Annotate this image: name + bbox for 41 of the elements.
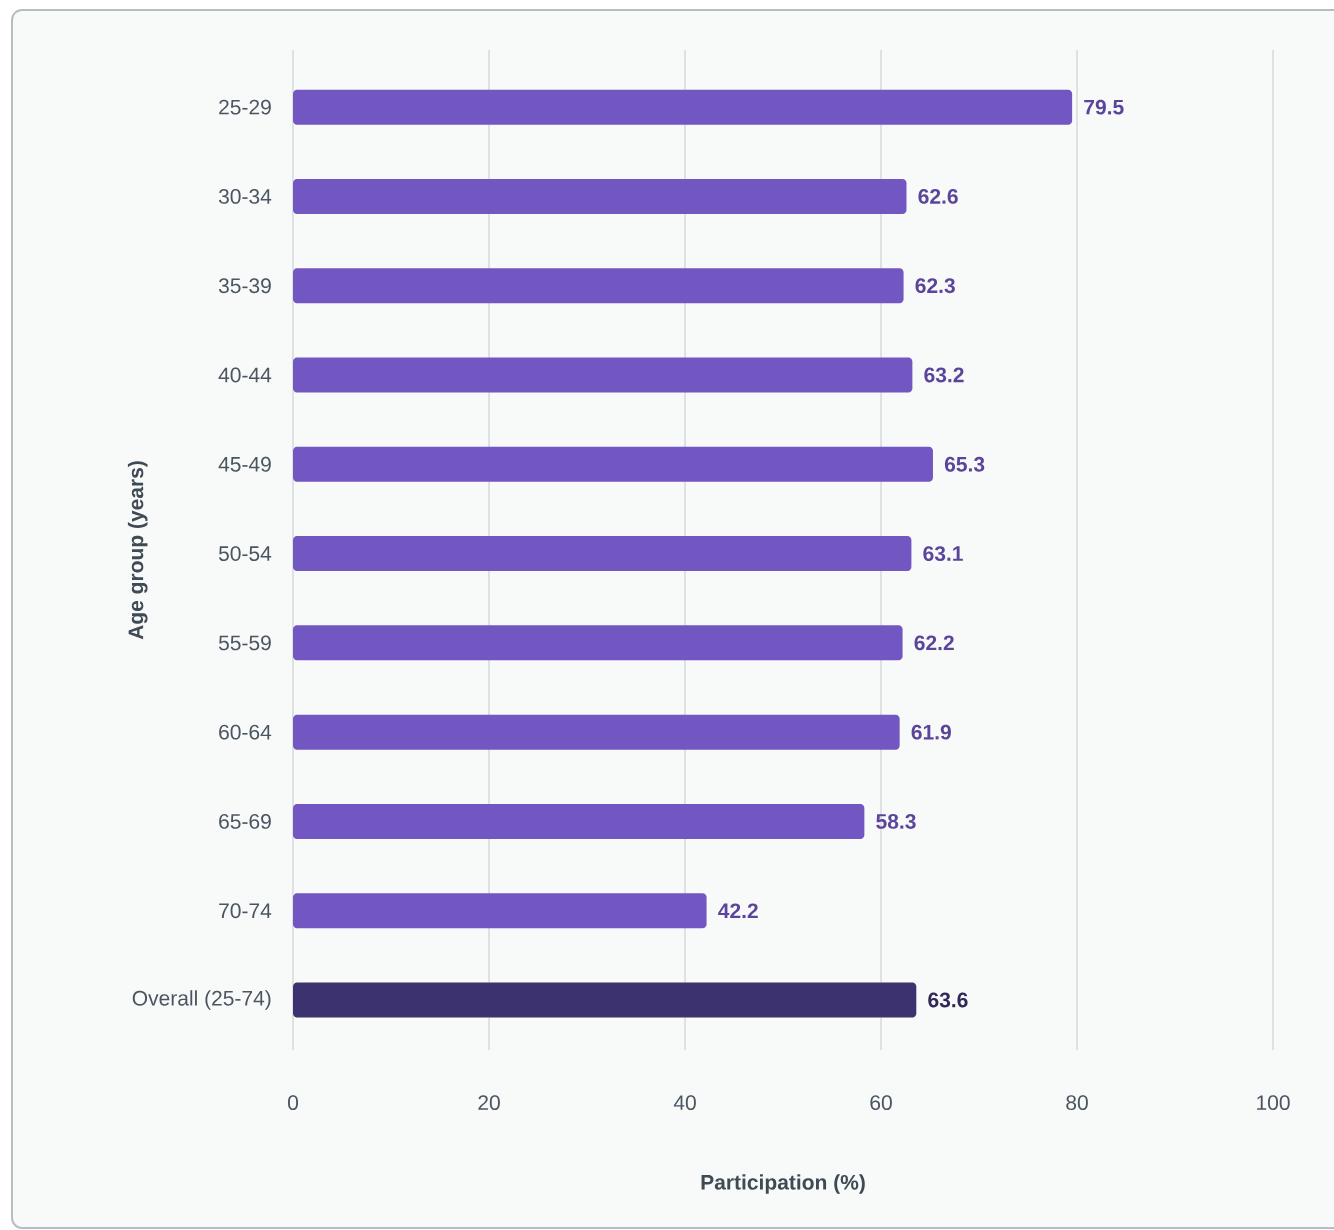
bar bbox=[293, 982, 917, 1018]
data-label: 58.3 bbox=[876, 813, 916, 829]
y-tick-label: 60-64 bbox=[219, 724, 272, 740]
bar bbox=[293, 446, 933, 482]
bar bbox=[293, 357, 913, 393]
x-tick-label: 100 bbox=[1257, 1095, 1290, 1111]
data-label: 62.2 bbox=[914, 635, 954, 651]
bar bbox=[293, 803, 865, 839]
x-tick-label: 40 bbox=[673, 1095, 696, 1111]
bar bbox=[293, 89, 1073, 125]
bar bbox=[293, 178, 907, 214]
x-axis-title: Participation (%) bbox=[701, 1174, 865, 1194]
y-tick-label: 70-74 bbox=[219, 903, 272, 919]
data-label: 62.3 bbox=[915, 278, 955, 294]
y-tick-label: 45-49 bbox=[218, 456, 271, 472]
bar bbox=[293, 893, 707, 929]
x-tick-label: 20 bbox=[478, 1095, 500, 1111]
data-label: 79.5 bbox=[1084, 99, 1124, 115]
y-tick-label: 55-59 bbox=[218, 635, 271, 651]
data-label: 63.1 bbox=[923, 546, 963, 562]
x-tick-label: 80 bbox=[1066, 1095, 1088, 1111]
y-tick-label: 40-44 bbox=[218, 367, 272, 383]
y-tick-label: 65-69 bbox=[219, 814, 271, 829]
data-label: 63.6 bbox=[928, 992, 968, 1008]
y-tick-label: 35-39 bbox=[218, 278, 271, 294]
data-label: 63.2 bbox=[924, 367, 964, 383]
y-tick-label: 25-29 bbox=[219, 99, 271, 115]
data-label: 65.3 bbox=[944, 456, 985, 472]
y-tick-label: Overall (25-74) bbox=[132, 990, 271, 1010]
data-label: 42.2 bbox=[718, 903, 758, 919]
x-tick-label: 0 bbox=[288, 1095, 299, 1111]
y-axis-title: Age group (years) bbox=[127, 461, 148, 640]
bar bbox=[293, 268, 904, 304]
data-label: 61.9 bbox=[911, 724, 951, 740]
x-tick-label: 60 bbox=[870, 1095, 892, 1111]
y-tick-label: 50-54 bbox=[218, 546, 272, 561]
bar bbox=[293, 625, 903, 661]
data-label: 62.6 bbox=[918, 188, 958, 204]
bar bbox=[293, 714, 900, 750]
y-tick-label: 30-34 bbox=[218, 188, 272, 204]
bar bbox=[293, 536, 912, 572]
